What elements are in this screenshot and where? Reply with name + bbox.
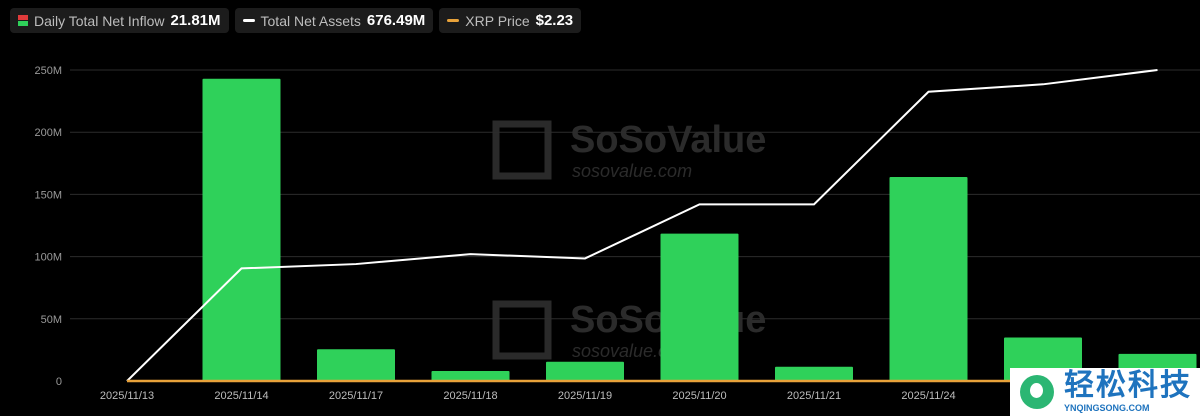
y-tick-label: 150M [34, 189, 62, 201]
site-badge: 轻松科技 YNQINGSONG.COM [1010, 368, 1200, 416]
badge-title: 轻松科技 [1064, 369, 1192, 402]
y-tick-label: 100M [34, 252, 62, 264]
bar-swatch-icon [18, 15, 28, 26]
bar [202, 78, 281, 381]
x-tick-label: 2025/11/13 [100, 390, 154, 402]
legend-label: XRP Price [465, 12, 530, 29]
legend-item-xrp-price[interactable]: XRP Price $2.23 [439, 8, 582, 33]
legend-item-net-assets[interactable]: Total Net Assets 676.49M [234, 8, 434, 33]
x-tick-label: 2025/11/18 [443, 390, 497, 402]
watermark-logo-icon [492, 120, 552, 180]
lines [126, 69, 1158, 383]
bar [431, 371, 510, 381]
x-tick-label: 2025/11/19 [558, 390, 612, 402]
x-tick-label: 2025/11/21 [787, 390, 841, 402]
y-tick-label: 0 [56, 376, 62, 388]
line-swatch-icon [242, 19, 255, 22]
y-tick-label: 200M [34, 127, 62, 139]
logo-icon [1020, 375, 1054, 409]
bar [889, 176, 968, 381]
legend-value: $2.23 [535, 12, 574, 29]
x-tick-label: 2025/11/14 [214, 390, 268, 402]
watermark-url: sosovalue.com [572, 161, 692, 181]
bar [317, 349, 395, 381]
x-tick-label: 2025/11/24 [901, 390, 955, 402]
legend-label: Total Net Assets [260, 12, 361, 29]
bar [775, 366, 853, 381]
legend: Daily Total Net Inflow 21.81M Total Net … [10, 8, 582, 33]
legend-item-net-inflow[interactable]: Daily Total Net Inflow 21.81M [10, 8, 229, 33]
line-swatch-icon [447, 19, 460, 22]
x-tick-label: 2025/11/17 [329, 390, 383, 402]
y-tick-label: 50M [41, 314, 62, 326]
watermark-logo-icon [492, 300, 552, 360]
y-tick-label: 250M [34, 65, 62, 77]
bar [660, 233, 739, 381]
bar [546, 361, 624, 381]
x-tick-label: 2025/11/20 [672, 390, 726, 402]
legend-value: 21.81M [170, 12, 221, 29]
net-assets-line [126, 69, 1158, 382]
axis: 0 50M 100M 150M 200M 250M 2025/11/13 2025/11/14… [34, 65, 955, 402]
legend-value: 676.49M [366, 12, 426, 29]
legend-label: Daily Total Net Inflow [34, 12, 165, 29]
badge-url: YNQINGSONG.COM [1064, 403, 1150, 413]
watermark-brand: SoSoValue [570, 119, 766, 161]
